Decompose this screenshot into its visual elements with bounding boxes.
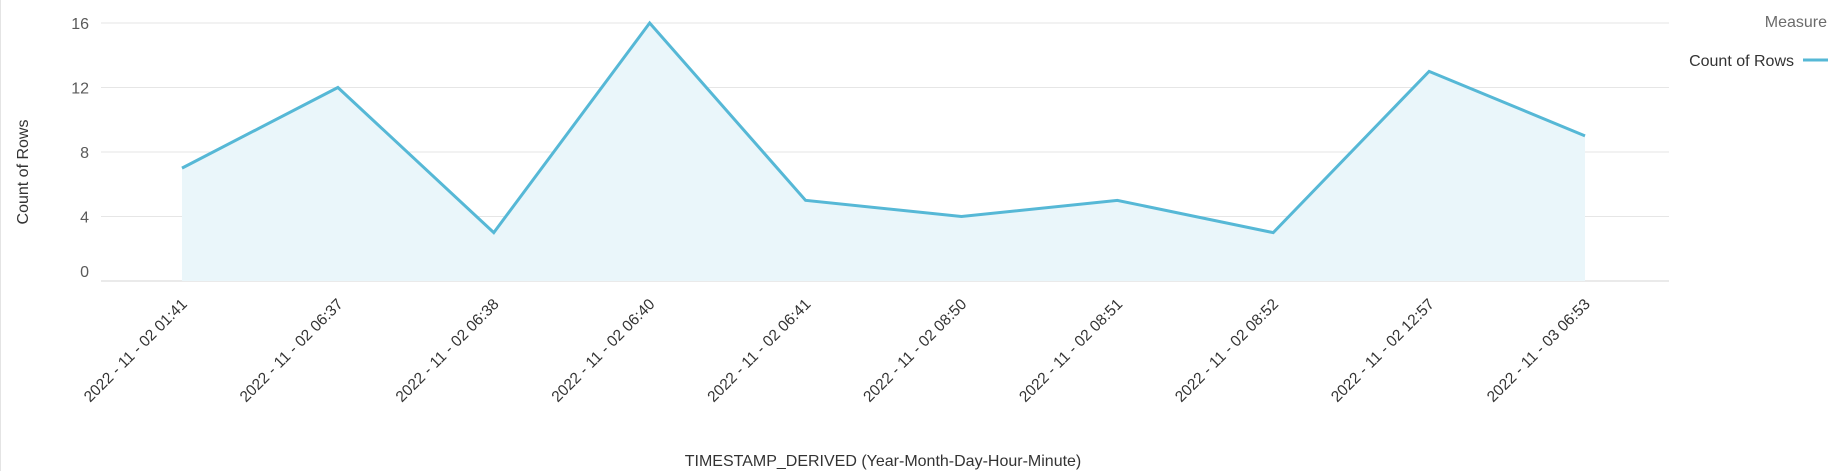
series-line-layer bbox=[177, 18, 1590, 238]
data-point[interactable] bbox=[177, 163, 187, 173]
x-tick-label: 2022 - 11 - 03 06:53 bbox=[1484, 296, 1594, 406]
x-tick-label: 2022 - 11 - 02 06:41 bbox=[704, 296, 814, 406]
x-axis-title: TIMESTAMP_DERIVED (Year-Month-Day-Hour-M… bbox=[685, 453, 1082, 470]
y-tick-label: 12 bbox=[71, 81, 89, 98]
legend-item-label: Count of Rows bbox=[1689, 53, 1794, 70]
x-tick-label: 2022 - 11 - 02 06:37 bbox=[237, 296, 347, 406]
x-tick-label: 2022 - 11 - 02 06:38 bbox=[393, 296, 503, 406]
x-tick-label: 2022 - 11 - 02 12:57 bbox=[1328, 296, 1438, 406]
y-tick-label: 4 bbox=[80, 210, 89, 227]
x-tick-label: 2022 - 11 - 02 01:41 bbox=[81, 296, 191, 406]
x-tick-label: 2022 - 11 - 02 06:40 bbox=[549, 296, 659, 406]
y-axis-ticks: 0 4 8 12 16 bbox=[71, 16, 89, 281]
series-area-count-of-rows bbox=[182, 23, 1585, 281]
data-point[interactable] bbox=[1580, 131, 1590, 141]
series-line-count-of-rows[interactable] bbox=[181, 20, 1586, 235]
x-tick-label: 2022 - 11 - 02 08:51 bbox=[1016, 296, 1126, 406]
x-tick-label: 2022 - 11 - 02 08:52 bbox=[1172, 296, 1282, 406]
data-point[interactable] bbox=[489, 228, 499, 238]
data-point[interactable] bbox=[1424, 66, 1434, 76]
data-point[interactable] bbox=[645, 18, 655, 28]
legend-item-count-of-rows[interactable]: Count of Rows bbox=[1689, 53, 1828, 70]
series-area-layer bbox=[182, 23, 1585, 281]
data-point[interactable] bbox=[333, 83, 343, 93]
data-point[interactable] bbox=[801, 195, 811, 205]
data-point[interactable] bbox=[956, 212, 966, 222]
y-tick-label: 0 bbox=[80, 264, 89, 281]
legend-title: Measure bbox=[1765, 14, 1827, 31]
y-tick-label: 8 bbox=[80, 145, 89, 162]
data-point[interactable] bbox=[1112, 195, 1122, 205]
x-tick-label: 2022 - 11 - 02 08:50 bbox=[860, 296, 970, 406]
data-point[interactable] bbox=[1268, 228, 1278, 238]
y-axis-title: Count of Rows bbox=[15, 120, 32, 225]
legend: Measure Count of Rows bbox=[1689, 14, 1828, 70]
x-axis-ticks: 2022 - 11 - 02 01:41 2022 - 11 - 02 06:37… bbox=[81, 296, 1594, 406]
y-tick-label: 16 bbox=[71, 16, 89, 33]
